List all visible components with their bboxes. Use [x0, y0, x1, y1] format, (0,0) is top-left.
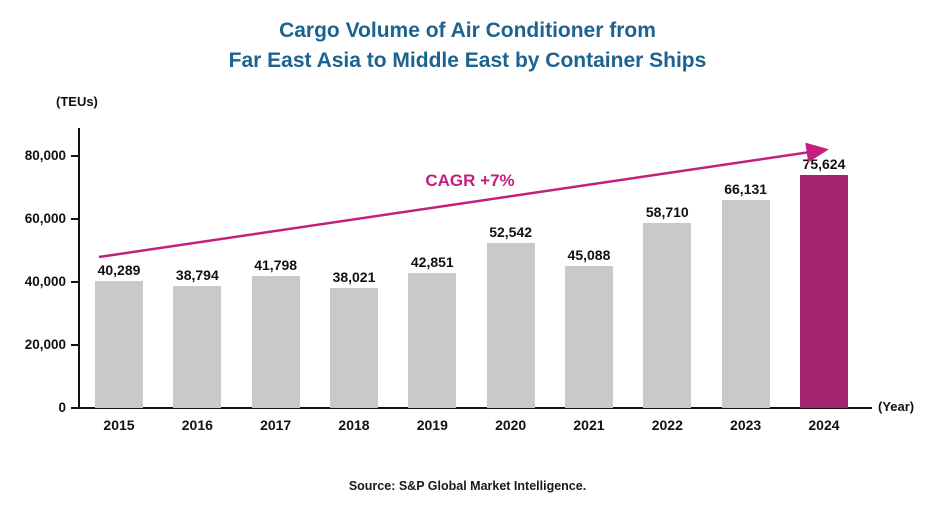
chart-title: Cargo Volume of Air Conditioner from Far… [0, 16, 935, 77]
bar-value-label: 58,710 [645, 204, 689, 221]
y-tick-label: 0 [58, 400, 66, 415]
x-tick-label: 2020 [495, 417, 527, 433]
source-credit: Source: S&P Global Market Intelligence. [348, 479, 587, 493]
y-tick-label: 40,000 [24, 274, 66, 289]
bar-group-2015: 40,289 2015 [95, 156, 143, 433]
x-tick-label: 2016 [181, 417, 213, 433]
y-tick-mark [71, 407, 78, 409]
x-tick-label: 2015 [103, 417, 135, 433]
y-axis-line [78, 128, 80, 409]
chart-title-line1: Cargo Volume of Air Conditioner from [279, 19, 656, 42]
bar-value-label: 38,794 [175, 266, 219, 283]
bar-group-2016: 38,794 2016 [173, 156, 222, 433]
bar-value-label: 40,289 [97, 262, 141, 279]
bar-group-2024: 75,624 2024 [799, 156, 848, 433]
bar-group-2023: 66,131 2023 [721, 156, 770, 433]
bar [643, 223, 692, 408]
bar-value-label: 75,624 [802, 156, 846, 172]
y-tick-mark [71, 218, 78, 220]
chart-title-line2: Far East Asia to Middle East by Containe… [228, 49, 707, 73]
y-tick-mark [71, 155, 78, 157]
y-tick-label: 20,000 [24, 337, 66, 352]
bar-group-2020: 52,542 2020 [486, 156, 535, 433]
x-tick-label: 2021 [573, 417, 605, 433]
y-axis-unit-label: (TEUs) [56, 94, 98, 109]
y-tick-label: 60,000 [24, 211, 66, 226]
bar-group-2019: 42,851 2019 [408, 156, 457, 433]
bar-value-label: 52,542 [489, 223, 533, 240]
bar [564, 265, 613, 408]
x-tick-label: 2019 [416, 417, 448, 433]
x-axis-line [78, 407, 872, 409]
x-axis-unit-label: (Year) [878, 399, 915, 414]
bar-value-label: 38,021 [332, 269, 376, 286]
x-tick-label: 2024 [808, 417, 840, 433]
bar [173, 285, 222, 408]
x-tick-label: 2022 [651, 417, 683, 433]
y-tick-label: 80,000 [24, 148, 66, 163]
x-tick-label: 2023 [730, 417, 762, 433]
bar-value-label: 45,088 [567, 246, 611, 263]
bar [486, 242, 535, 408]
bar [251, 276, 300, 408]
bar [95, 281, 143, 408]
bar-group-2021: 45,088 2021 [564, 156, 613, 433]
cagr-annotation: CAGR +7% [425, 171, 515, 190]
bar-value-label: 42,851 [410, 254, 454, 271]
bar-highlighted [799, 175, 848, 408]
y-axis-ticks: 80,000 60,000 40,000 20,000 0 [8, 148, 78, 415]
x-tick-label: 2018 [338, 417, 370, 433]
bar-value-label: 66,131 [724, 180, 768, 197]
bar [721, 199, 770, 408]
bar-group-2017: 41,798 2017 [251, 156, 300, 433]
bar [329, 288, 378, 408]
x-tick-label: 2017 [260, 417, 292, 433]
bar [408, 273, 457, 408]
bar-value-label: 41,798 [254, 257, 298, 274]
bar-group-2022: 58,710 2022 [643, 156, 692, 433]
bar-group-2018: 38,021 2018 [329, 156, 378, 433]
y-tick-mark [71, 281, 78, 283]
bars-container: 40,289 2015 38,794 2016 41,798 2017 38,021 2018… [95, 156, 848, 433]
y-tick-mark [71, 344, 78, 346]
